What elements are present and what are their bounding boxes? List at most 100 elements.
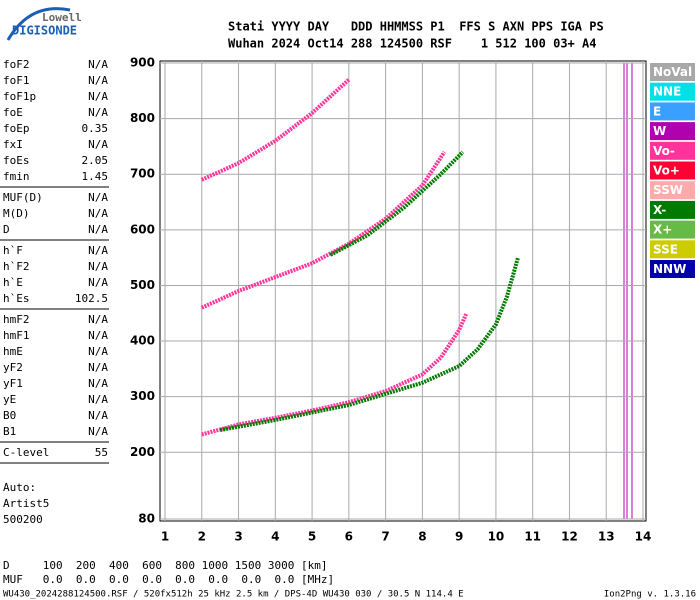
param-value: N/A [88, 106, 108, 119]
legend-label: X- [653, 203, 666, 217]
y-tick-label: 900 [130, 56, 155, 70]
param-name: hmF2 [3, 313, 30, 326]
param-value: N/A [88, 90, 108, 103]
param-name: yE [3, 393, 16, 406]
param-value: N/A [88, 58, 108, 71]
y-tick-label: 400 [130, 334, 155, 348]
param-name: B1 [3, 425, 16, 438]
x-tick-label: 1 [161, 530, 169, 544]
legend-label: W [653, 124, 666, 138]
param-name: M(D) [3, 207, 30, 220]
legend-label: SSW [653, 183, 683, 197]
y-tick-label: 800 [130, 111, 155, 125]
x-tick-label: 14 [635, 530, 652, 544]
x-tick-label: 2 [198, 530, 206, 544]
param-value: N/A [88, 377, 108, 390]
param-value: N/A [88, 361, 108, 374]
logo-swoosh [6, 7, 71, 41]
legend-label: Vo+ [653, 164, 680, 178]
file-info: WU430_2024288124500.RSF / 520fx512h 25 k… [3, 590, 464, 600]
param-value: N/A [88, 393, 108, 406]
param-value: N/A [88, 207, 108, 220]
footer-line: MUF 0.0 0.0 0.0 0.0 0.0 0.0 0.0 0.0 [MHz… [3, 573, 334, 586]
legend-swatch [650, 63, 695, 81]
x-tick-label: 13 [598, 530, 615, 544]
y-tick-label: 600 [130, 222, 155, 236]
auto-line: 500200 [3, 513, 43, 526]
legend-label: NNW [653, 262, 686, 276]
param-name: hmE [3, 345, 23, 358]
legend-label: E [653, 104, 661, 118]
param-name: h`Es [3, 292, 30, 305]
param-value: 2.05 [82, 154, 109, 167]
param-name: foEp [3, 122, 30, 135]
param-value: N/A [88, 138, 108, 151]
x-tick-label: 4 [271, 530, 279, 544]
auto-line: Auto: [3, 481, 36, 494]
legend-swatch [650, 240, 695, 259]
param-value: N/A [88, 409, 108, 422]
legend-swatch [650, 220, 695, 239]
legend-swatch [650, 260, 695, 278]
legend-swatch [650, 200, 695, 219]
param-value: N/A [88, 276, 108, 289]
param-value: N/A [88, 244, 108, 257]
param-name: D [3, 223, 10, 236]
y-tick-label: 300 [130, 389, 155, 403]
auto-line: Artist5 [3, 497, 49, 510]
param-name: foF2 [3, 58, 30, 71]
legend-swatch [650, 102, 695, 121]
legend-label: Vo- [653, 144, 675, 158]
interference [623, 63, 633, 519]
param-name: B0 [3, 409, 16, 422]
param-value: 102.5 [75, 292, 108, 305]
param-name: h`F2 [3, 260, 30, 273]
x-tick-label: 10 [488, 530, 505, 544]
y-tick-label: 80 [138, 512, 155, 526]
x-tick-label: 6 [345, 530, 353, 544]
param-name: yF2 [3, 361, 23, 374]
param-value: N/A [88, 345, 108, 358]
legend-swatch [650, 161, 695, 180]
legend-label: NNE [653, 85, 681, 99]
y-tick-label: 700 [130, 167, 155, 181]
param-value: N/A [88, 329, 108, 342]
param-name: h`E [3, 276, 23, 289]
x-tick-label: 5 [308, 530, 316, 544]
x-tick-label: 3 [234, 530, 242, 544]
param-value: N/A [88, 260, 108, 273]
legend-swatch [650, 122, 695, 141]
version: Ion2Png v. 1.3.16 [604, 590, 696, 600]
trace [200, 78, 351, 182]
logo-bottom: DIGISONDE [12, 24, 77, 38]
param-value: N/A [88, 425, 108, 438]
param-name: foE [3, 106, 23, 119]
param-name: foEs [3, 154, 30, 167]
param-value: 0.35 [82, 122, 109, 135]
param-name: foF1p [3, 90, 36, 103]
x-tick-label: 7 [381, 530, 389, 544]
param-name: MUF(D) [3, 191, 43, 204]
param-value: 1.45 [82, 170, 109, 183]
x-tick-label: 8 [418, 530, 426, 544]
legend-label: X+ [653, 223, 672, 237]
param-name: fmin [3, 170, 30, 183]
plot-frame [159, 60, 647, 522]
trace [219, 257, 520, 432]
legend-swatch [650, 82, 695, 101]
x-tick-label: 12 [561, 530, 578, 544]
footer-line: D 100 200 400 600 800 1000 1500 3000 [km… [3, 559, 328, 572]
trace [329, 150, 465, 257]
x-tick-label: 11 [524, 530, 541, 544]
header-line: Stati YYYY DAY DDD HHMMSS P1 FFS S AXN P… [228, 20, 604, 34]
y-tick-label: 500 [130, 278, 155, 292]
y-tick-label: 200 [130, 445, 155, 459]
param-name: C-level [3, 446, 49, 459]
param-name: hmF1 [3, 329, 30, 342]
param-value: N/A [88, 74, 108, 87]
param-value: N/A [88, 191, 108, 204]
logo-top: Lowell [42, 11, 82, 24]
param-value: N/A [88, 313, 108, 326]
param-value: N/A [88, 223, 108, 236]
